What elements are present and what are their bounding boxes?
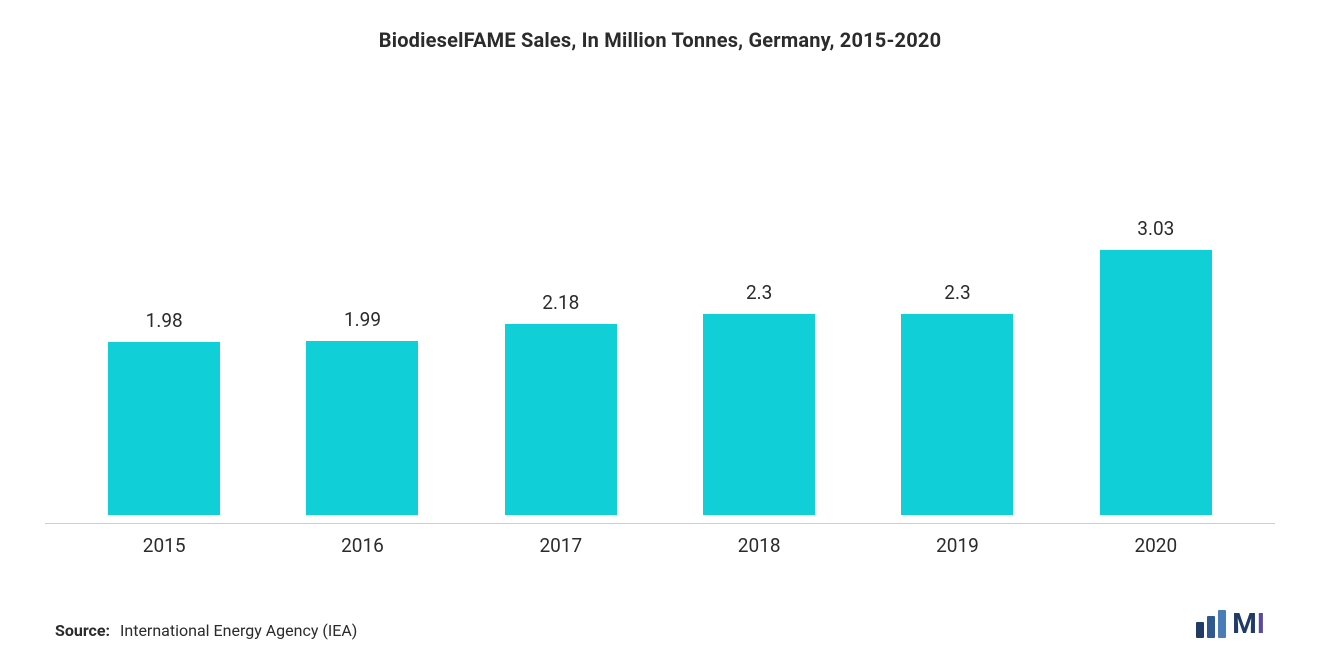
x-axis-label: 2020 bbox=[1057, 534, 1255, 557]
chart-container: BiodieselFAME Sales, In Million Tonnes, … bbox=[0, 0, 1320, 665]
bar-group: 2.18 bbox=[462, 82, 660, 515]
logo-bar bbox=[1207, 616, 1215, 638]
bar-value-label: 1.99 bbox=[344, 308, 381, 331]
footer: Source: International Energy Agency (IEA… bbox=[45, 607, 1275, 645]
bar-group: 1.99 bbox=[263, 82, 461, 515]
plot-area: 1.98 1.99 2.18 2.3 2.3 3.03 bbox=[45, 82, 1275, 515]
bar bbox=[505, 324, 617, 515]
source-line: Source: International Energy Agency (IEA… bbox=[55, 621, 357, 640]
bar-value-label: 1.98 bbox=[146, 309, 183, 332]
source-text: International Energy Agency (IEA) bbox=[120, 621, 357, 640]
logo-bar bbox=[1218, 610, 1226, 638]
bar-value-label: 2.3 bbox=[944, 281, 970, 304]
chart-title: BiodieselFAME Sales, In Million Tonnes, … bbox=[45, 28, 1275, 52]
x-axis-label: 2017 bbox=[462, 534, 660, 557]
logo-bar bbox=[1196, 622, 1204, 638]
x-axis-label: 2019 bbox=[858, 534, 1056, 557]
logo-letter-i: I bbox=[1257, 607, 1265, 640]
bar bbox=[1100, 250, 1212, 515]
bar-value-label: 2.3 bbox=[746, 281, 772, 304]
logo-text: M I bbox=[1232, 607, 1265, 640]
bar bbox=[901, 314, 1013, 515]
bar bbox=[703, 314, 815, 515]
logo-letter-m: M bbox=[1232, 607, 1257, 640]
brand-logo: M I bbox=[1196, 607, 1265, 640]
x-axis: 201520162017201820192020 bbox=[45, 523, 1275, 557]
bar-group: 2.3 bbox=[858, 82, 1056, 515]
bar-group: 3.03 bbox=[1057, 82, 1255, 515]
x-axis-label: 2016 bbox=[263, 534, 461, 557]
source-label: Source: bbox=[55, 621, 110, 640]
bar-value-label: 3.03 bbox=[1137, 217, 1174, 240]
bar-group: 2.3 bbox=[660, 82, 858, 515]
bar-value-label: 2.18 bbox=[542, 291, 579, 314]
bar-group: 1.98 bbox=[65, 82, 263, 515]
logo-bars-icon bbox=[1196, 610, 1226, 638]
bar bbox=[306, 341, 418, 515]
bar bbox=[108, 342, 220, 515]
x-axis-label: 2015 bbox=[65, 534, 263, 557]
x-axis-label: 2018 bbox=[660, 534, 858, 557]
